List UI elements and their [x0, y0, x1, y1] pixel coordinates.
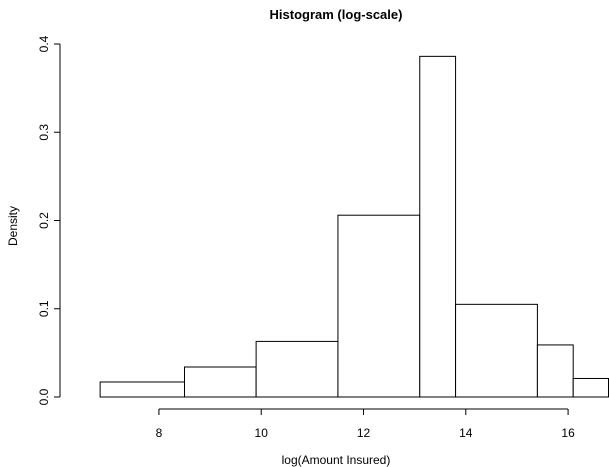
y-tick-label: 0.1	[37, 300, 51, 317]
y-tick-label: 0.2	[37, 212, 51, 229]
y-tick-label: 0.3	[37, 124, 51, 141]
x-axis-label: log(Amount Insured)	[282, 453, 391, 467]
y-tick-label: 0.0	[37, 388, 51, 405]
histogram-bars	[99, 55, 609, 398]
x-tick-label: 8	[156, 426, 163, 440]
histogram-bar-1	[99, 381, 186, 398]
histogram-bar-3	[255, 340, 339, 398]
x-tick-label: 10	[255, 426, 269, 440]
histogram-bar-8	[572, 377, 609, 398]
x-tick-label: 14	[459, 426, 473, 440]
y-axis-label: Density	[6, 206, 20, 246]
x-tick-label: 16	[561, 426, 575, 440]
histogram-bar-4	[337, 214, 421, 398]
chart-title: Histogram (log-scale)	[270, 7, 403, 22]
histogram-bar-5	[419, 55, 457, 398]
x-tick-label: 12	[357, 426, 371, 440]
x-axis: 8 10 12 14 16	[156, 408, 575, 440]
histogram-bar-6	[455, 303, 538, 398]
histogram-bar-7	[536, 344, 574, 398]
histogram-bar-2	[184, 366, 257, 398]
y-tick-label: 0.4	[37, 35, 51, 52]
y-axis: 0.0 0.1 0.2 0.3 0.4	[37, 35, 61, 405]
